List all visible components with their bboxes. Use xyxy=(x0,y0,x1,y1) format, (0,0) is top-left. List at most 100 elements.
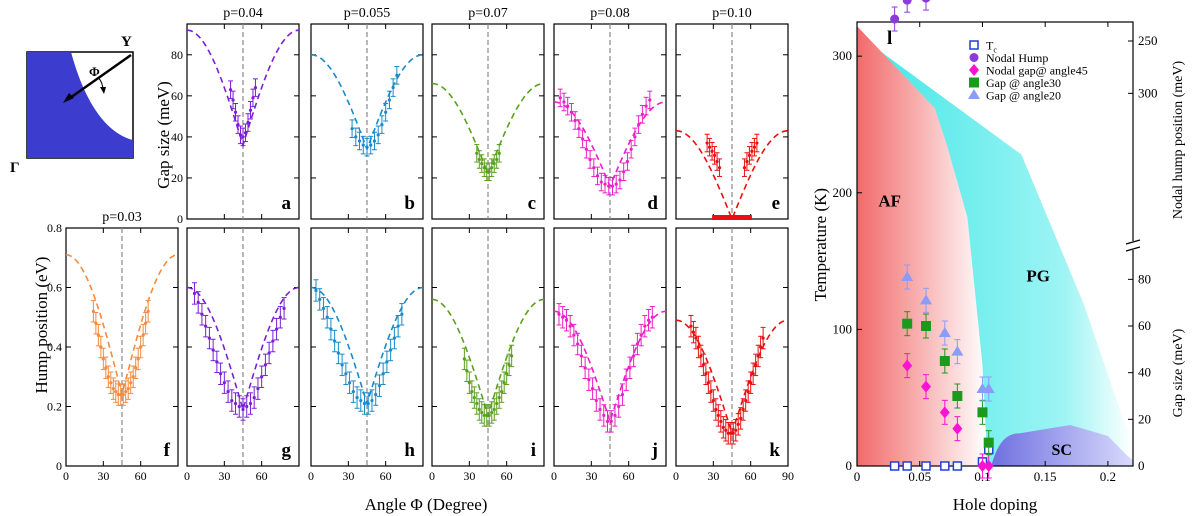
data-point xyxy=(374,393,378,397)
marker-gap-30 xyxy=(939,356,950,366)
y-point-label: Y xyxy=(121,34,132,50)
y-tick-label: 0.2 xyxy=(47,400,62,414)
data-point xyxy=(391,86,395,90)
y-tick-label: 20 xyxy=(171,171,183,185)
data-point xyxy=(588,157,592,162)
data-point xyxy=(750,149,754,153)
data-point xyxy=(613,413,617,418)
panel-l-letter: l xyxy=(887,28,892,49)
data-point xyxy=(632,354,636,358)
data-point xyxy=(617,404,621,409)
data-point xyxy=(716,413,720,418)
data-point xyxy=(252,395,256,400)
data-point xyxy=(226,390,230,394)
data-point xyxy=(607,184,611,188)
legend-label-2: Nodal gap@ angle45 xyxy=(986,64,1088,78)
data-point xyxy=(355,395,359,400)
data-point xyxy=(742,166,747,170)
data-point xyxy=(640,112,644,116)
data-point xyxy=(381,372,385,376)
phase-x-axis-label: Hole doping xyxy=(953,495,1038,514)
data-point xyxy=(475,151,479,155)
gap-y-axis-label: Gap size (meV) xyxy=(154,81,173,189)
x-tick-label: 0 xyxy=(854,469,861,484)
data-point xyxy=(246,120,250,125)
y2-top-tick-label: 300 xyxy=(1138,85,1158,100)
data-point xyxy=(602,413,606,418)
data-point xyxy=(599,180,603,184)
data-point xyxy=(124,390,128,394)
data-point xyxy=(236,122,240,127)
marker-tc xyxy=(921,461,931,471)
data-point xyxy=(710,149,714,153)
af-region xyxy=(857,26,988,467)
data-point xyxy=(359,398,363,403)
panel-d-title: p=0.08 xyxy=(590,6,629,21)
x-tick-label: 30 xyxy=(585,469,597,483)
axis-break-marks xyxy=(1125,239,1141,252)
nodal-hump-y2-label: Nodal hump position (meV) xyxy=(1171,61,1186,220)
panel-h: 0 30 60 h xyxy=(308,227,424,483)
gap-size-y2-label: Gap size (meV) xyxy=(1171,328,1186,417)
data-point xyxy=(614,182,618,186)
data-point xyxy=(470,390,474,394)
data-point xyxy=(109,381,113,385)
marker-nodal-gap xyxy=(939,406,950,419)
panel-d-letter: d xyxy=(647,193,658,214)
data-point xyxy=(134,366,138,370)
marker-tc xyxy=(889,461,900,471)
gapless-segment-bar xyxy=(712,215,752,220)
data-point xyxy=(207,336,211,340)
data-point xyxy=(731,431,735,435)
data-point xyxy=(562,100,566,104)
x-tick-label: 90 xyxy=(782,469,794,483)
data-point xyxy=(392,336,396,340)
bz-inset: Φ Y Γ xyxy=(10,34,134,176)
data-point xyxy=(590,387,595,391)
data-point xyxy=(646,318,651,322)
data-point xyxy=(396,324,400,328)
data-point xyxy=(256,387,260,391)
marker-gap-20 xyxy=(951,345,964,356)
sc-region xyxy=(991,425,1133,466)
data-point xyxy=(609,419,613,423)
marker-gap-20 xyxy=(920,294,932,305)
data-point xyxy=(490,410,494,415)
data-point xyxy=(756,354,760,358)
x-tick-label: 0.15 xyxy=(1034,469,1057,484)
marker-gap-30 xyxy=(983,437,994,448)
data-point xyxy=(622,170,626,174)
hump-y-axis-label: Hump position (eV) xyxy=(32,257,51,394)
x-tick-label: 0 xyxy=(551,469,557,483)
data-point xyxy=(603,182,607,186)
data-point xyxy=(579,354,583,358)
data-point xyxy=(637,122,641,127)
panel-b-title: p=0.055 xyxy=(344,6,390,21)
gamma-point-label: Γ xyxy=(10,160,20,176)
series-2 xyxy=(902,353,994,479)
marker-tc xyxy=(902,461,912,471)
data-point xyxy=(400,312,404,316)
data-point xyxy=(121,393,125,397)
data-point xyxy=(251,96,255,100)
data-point xyxy=(566,104,570,108)
data-point xyxy=(497,395,501,400)
fermi-surface-region xyxy=(27,52,133,158)
data-point xyxy=(625,159,630,164)
marker-gap-20 xyxy=(968,89,980,99)
data-point xyxy=(739,416,743,420)
data-point xyxy=(624,378,628,382)
data-point xyxy=(278,315,282,319)
y-tick-label: 0 xyxy=(177,212,183,226)
y-tick-label: 80 xyxy=(171,48,183,62)
data-point xyxy=(336,351,340,355)
data-point xyxy=(691,330,696,334)
data-point xyxy=(724,428,728,432)
data-point xyxy=(699,354,703,358)
data-point xyxy=(705,141,709,145)
data-point xyxy=(751,372,755,376)
panel-b: p=0.055 b xyxy=(310,6,424,220)
data-point xyxy=(628,366,632,370)
data-point xyxy=(228,88,233,92)
data-point xyxy=(704,372,708,376)
